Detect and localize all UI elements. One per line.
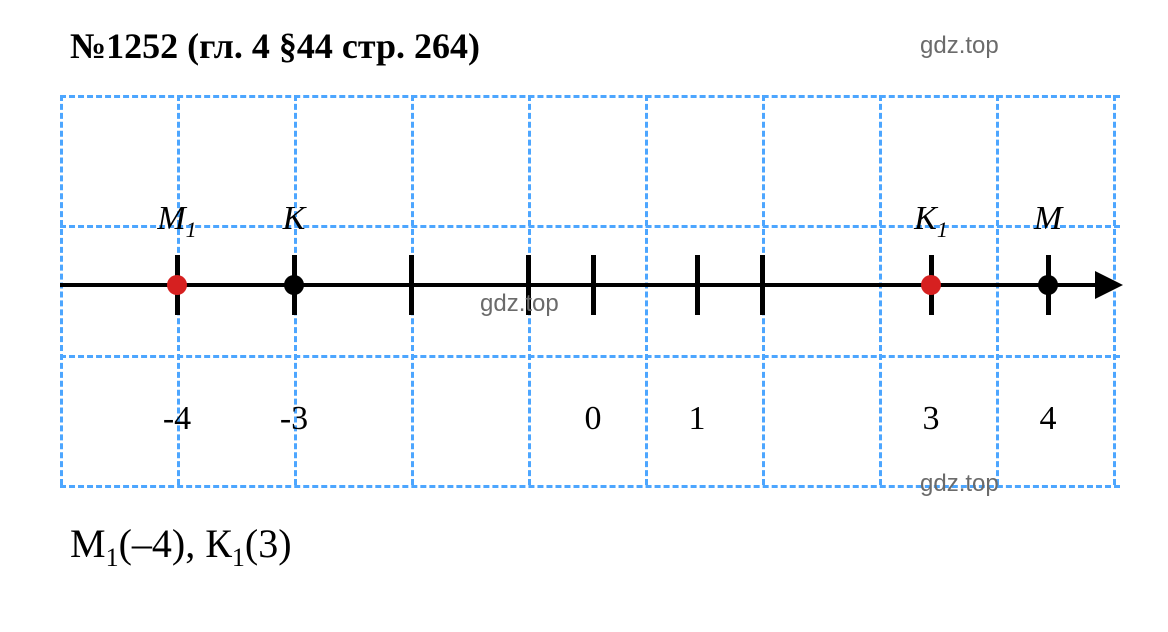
point-m — [1038, 275, 1058, 295]
answer-m1-sub: 1 — [106, 543, 119, 572]
grid-line-vertical — [996, 95, 999, 485]
grid-line-vertical — [60, 95, 63, 485]
axis-tick — [760, 255, 765, 315]
point-k1 — [921, 275, 941, 295]
answer-sep: , — [185, 521, 205, 566]
axis-number-label: 0 — [585, 400, 602, 438]
answer-k1-label: К — [205, 521, 232, 566]
axis-tick — [409, 255, 414, 315]
watermark-top: gdz.top — [920, 32, 999, 60]
answer-text: М1(–4), К1(3) — [70, 520, 292, 573]
axis-tick — [591, 255, 596, 315]
grid-line-horizontal — [60, 225, 1120, 228]
answer-m1-val: (–4) — [119, 521, 186, 566]
axis-arrow-icon — [1095, 271, 1123, 299]
answer-m1-label: М — [70, 521, 106, 566]
axis-number-label: -3 — [280, 400, 308, 438]
axis-number-label: 1 — [689, 400, 706, 438]
axis-number-label: 3 — [923, 400, 940, 438]
point-m1 — [167, 275, 187, 295]
axis-tick — [695, 255, 700, 315]
point-label-k1: K1 — [914, 200, 948, 243]
answer-k1-val: (3) — [245, 521, 292, 566]
axis-number-label: 4 — [1040, 400, 1057, 438]
grid-line-vertical — [645, 95, 648, 485]
watermark-bot: gdz.top — [920, 470, 999, 498]
answer-k1-sub: 1 — [232, 543, 245, 572]
point-label-m: M — [1034, 200, 1062, 238]
grid-line-horizontal — [60, 95, 1120, 98]
problem-header: №1252 (гл. 4 §44 стр. 264) — [70, 25, 480, 67]
axis-number-label: -4 — [163, 400, 191, 438]
point-label-m1: M1 — [157, 200, 196, 243]
watermark-mid: gdz.top — [480, 290, 559, 318]
number-line-chart: -4 -3 0 1 3 4 M1 K K1 M — [60, 95, 1120, 485]
point-k — [284, 275, 304, 295]
grid-line-vertical — [879, 95, 882, 485]
grid-line-horizontal — [60, 355, 1120, 358]
point-label-k: K — [283, 200, 306, 238]
axis-line — [60, 283, 1100, 287]
